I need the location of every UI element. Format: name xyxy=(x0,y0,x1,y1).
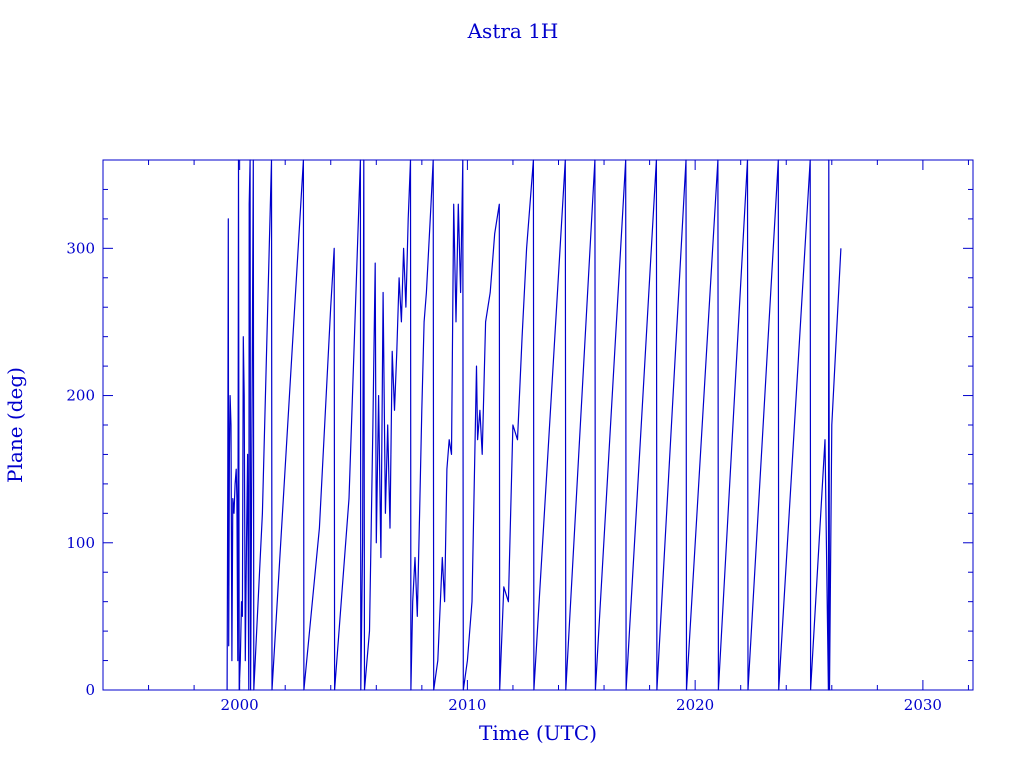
y-tick-label: 100 xyxy=(66,534,95,552)
x-tick-label: 2030 xyxy=(904,696,942,714)
y-tick-label: 0 xyxy=(85,681,95,699)
chart-title: Astra 1H xyxy=(467,19,559,43)
x-axis-label: Time (UTC) xyxy=(479,721,597,745)
plot-frame xyxy=(102,159,974,691)
y-tick-label: 300 xyxy=(66,239,95,257)
series-line xyxy=(226,159,842,691)
plot-area: 2000 2010 2020 2030 0 100 200 300 xyxy=(66,159,974,714)
x-tick-label: 2010 xyxy=(448,696,486,714)
x-tick-label: 2020 xyxy=(676,696,714,714)
y-tick-label: 200 xyxy=(66,387,95,405)
x-tick-label: 2000 xyxy=(221,696,259,714)
y-axis-label: Plane (deg) xyxy=(3,367,27,483)
